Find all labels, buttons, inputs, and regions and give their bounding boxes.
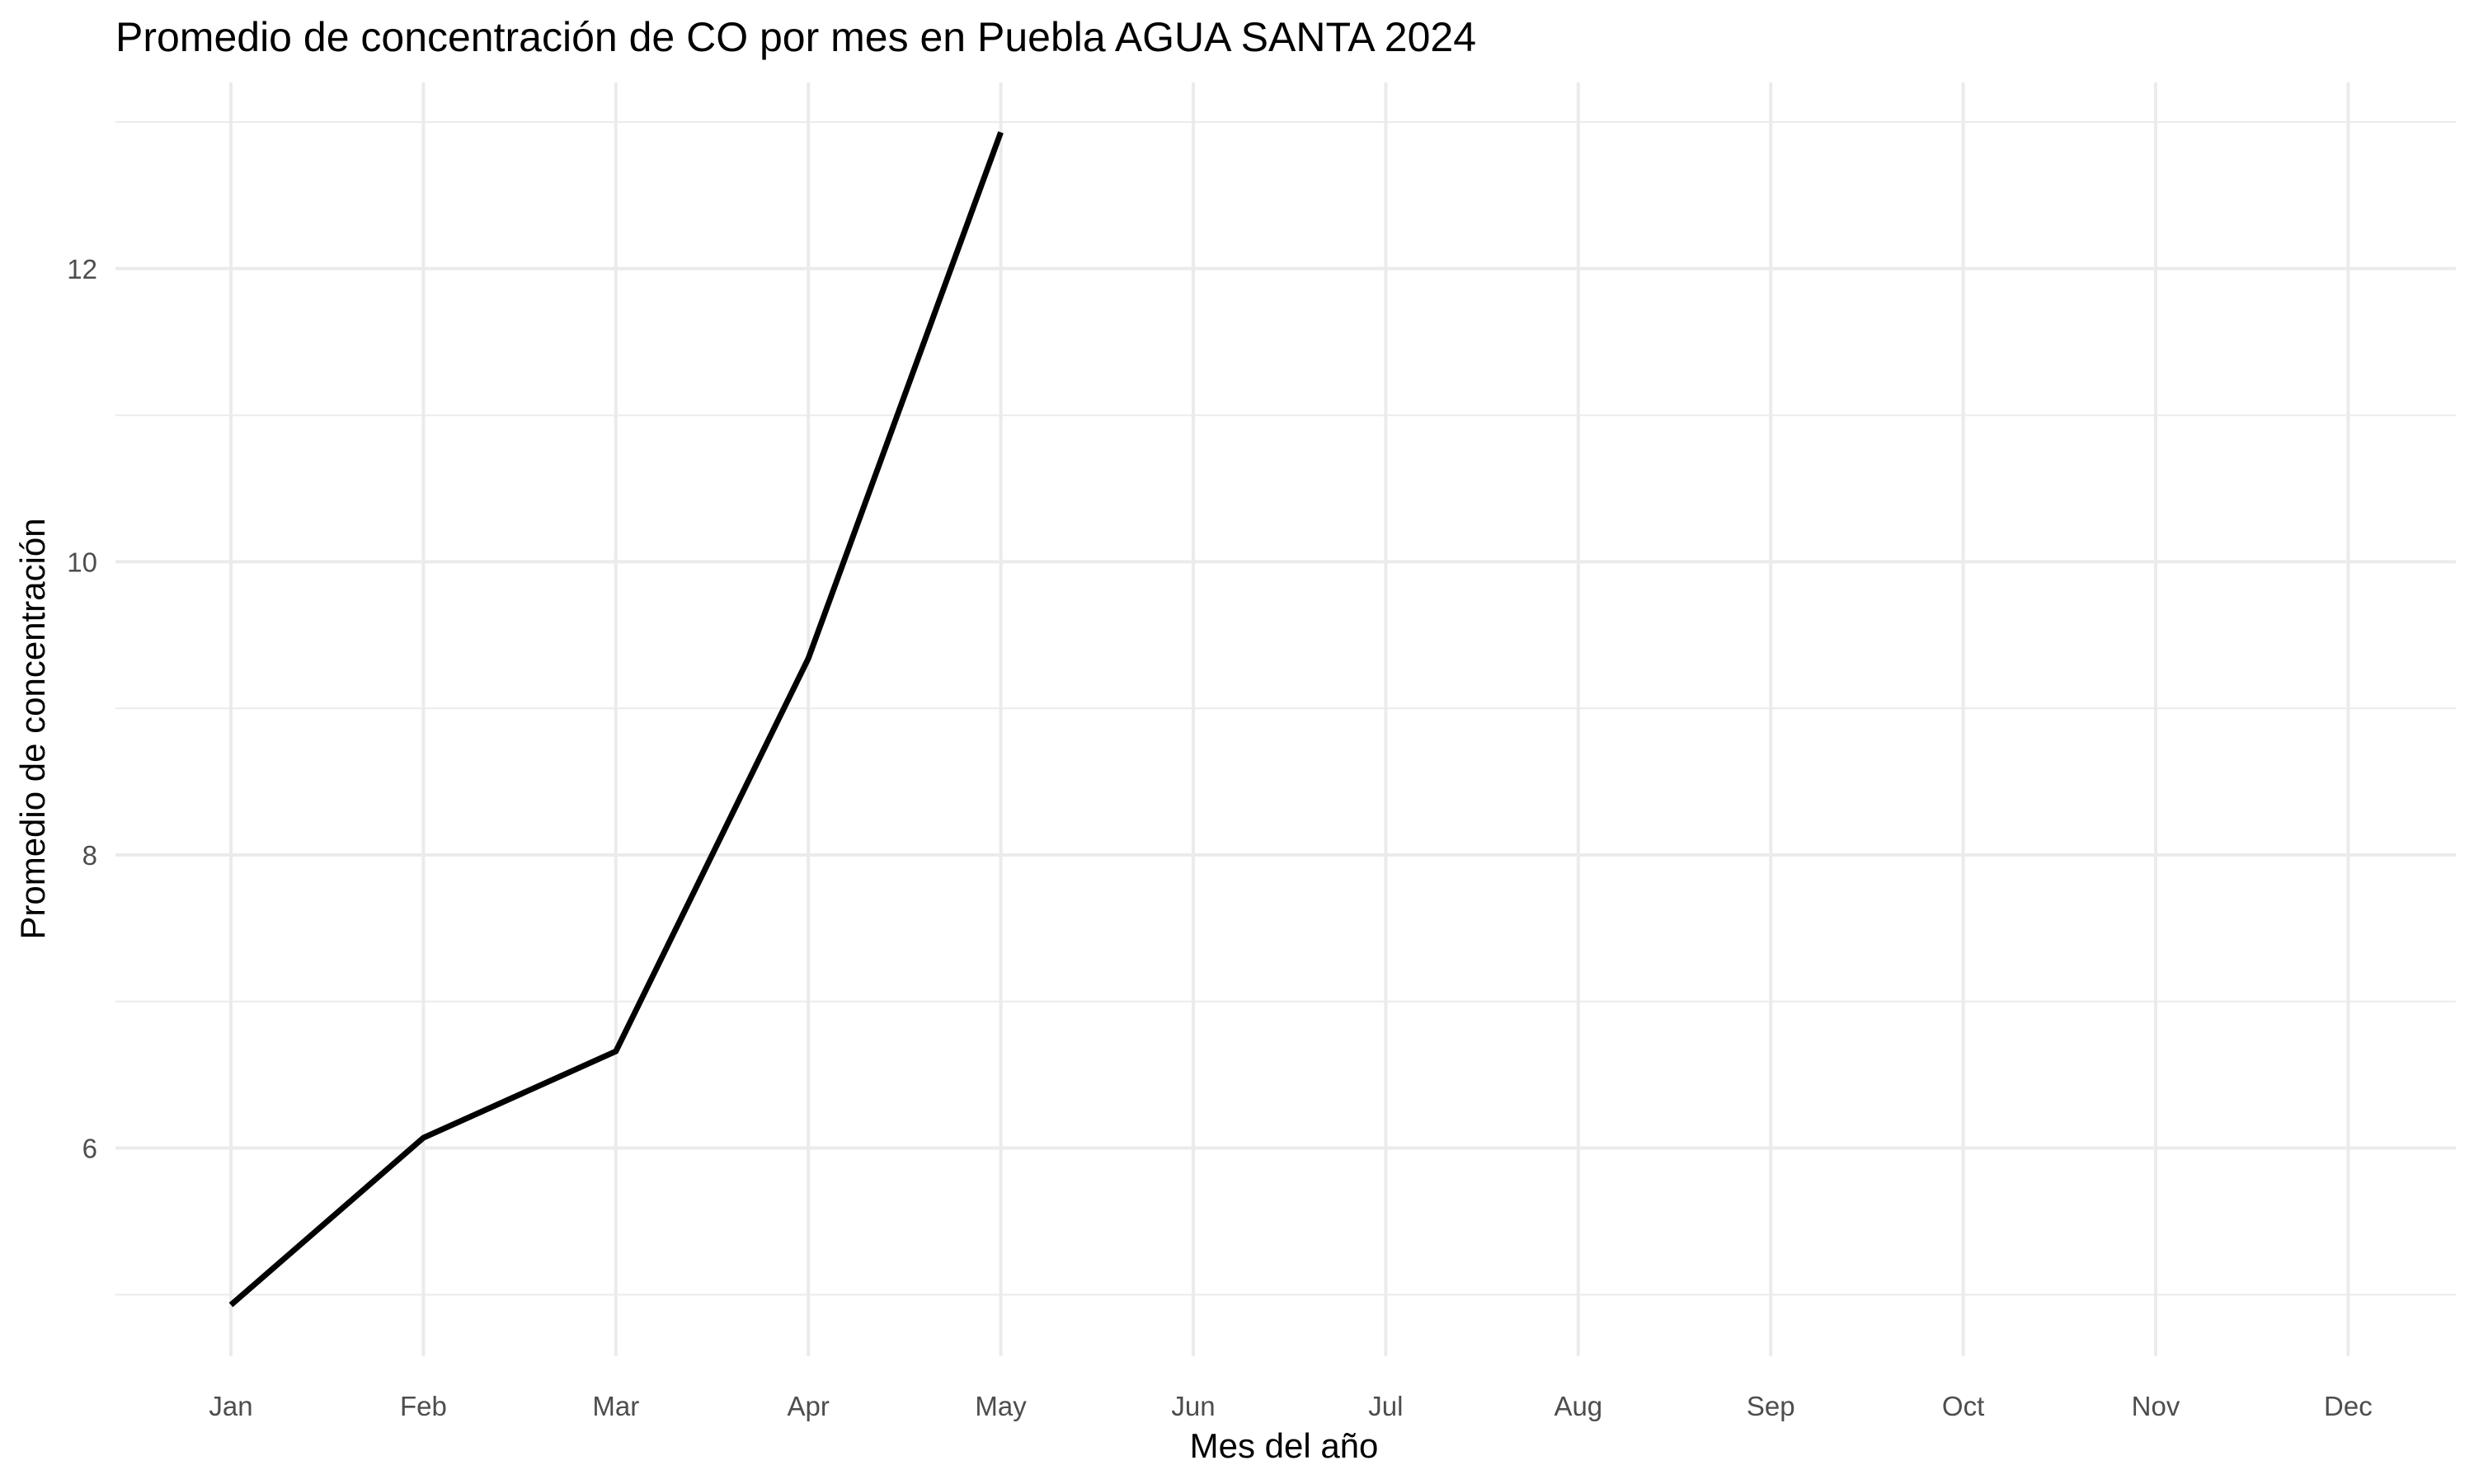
x-axis-title: Mes del año <box>1190 1426 1379 1465</box>
x-tick-label: Jul <box>1368 1391 1403 1421</box>
x-tick-label: Nov <box>2132 1391 2180 1421</box>
y-axis-tick-labels: 6 8 10 12 <box>67 254 97 1164</box>
series-line <box>228 131 1004 1308</box>
y-tick-label: 8 <box>82 840 97 871</box>
x-tick-label: Dec <box>2324 1391 2373 1421</box>
y-tick-label: 12 <box>67 254 97 284</box>
x-tick-label: Sep <box>1747 1391 1795 1421</box>
y-tick-label: 6 <box>82 1134 97 1164</box>
x-tick-label: May <box>975 1391 1027 1421</box>
y-tick-label: 10 <box>67 547 97 577</box>
x-tick-label: Feb <box>400 1391 447 1421</box>
chart-title: Promedio de concentración de CO por mes … <box>115 14 1476 60</box>
x-tick-label: Jan <box>209 1391 252 1421</box>
series-layer <box>228 131 1004 1308</box>
x-tick-label: Jun <box>1171 1391 1215 1421</box>
x-tick-label: Apr <box>788 1391 830 1421</box>
y-axis-title: Promedio de concentración <box>13 518 52 939</box>
x-tick-label: Aug <box>1554 1391 1602 1421</box>
x-axis-tick-labels: Jan Feb Mar Apr May Jun Jul Aug Sep Oct Nov Dec <box>209 1391 2372 1421</box>
x-tick-label: Oct <box>1942 1391 1984 1421</box>
major-gridlines <box>115 82 2456 1356</box>
x-tick-label: Mar <box>592 1391 639 1421</box>
minor-gridlines <box>115 121 2456 1296</box>
